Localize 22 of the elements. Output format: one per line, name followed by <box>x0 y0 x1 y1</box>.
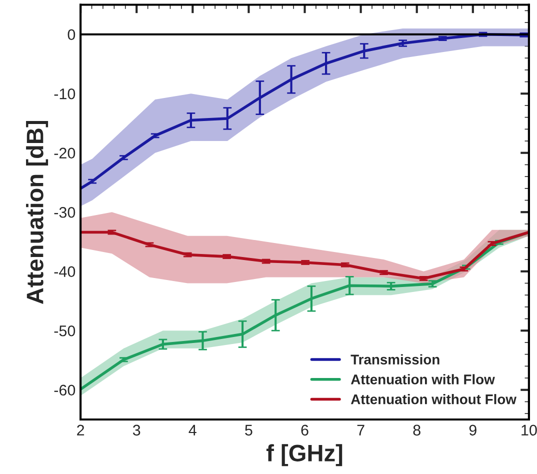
y-tick-label: 0 <box>68 29 76 40</box>
y-axis-title: Attenuation [dB] <box>26 120 48 304</box>
x-tick-label: 10 <box>522 424 537 436</box>
legend-label: Transmission <box>350 354 440 364</box>
x-tick-label: 3 <box>132 424 140 436</box>
x-tick-label: 2 <box>77 424 84 436</box>
legend-label: Attenuation without Flow <box>350 394 516 404</box>
y-tick-label: -60 <box>54 384 76 396</box>
line-series <box>80 230 529 280</box>
x-tick-label: 9 <box>469 424 476 436</box>
y-tick-label: -50 <box>54 325 76 336</box>
legend-label: Attenuation with Flow <box>350 374 495 384</box>
y-tick-label: -40 <box>54 266 76 278</box>
x-tick-label: 7 <box>357 424 364 436</box>
x-axis-title: f [GHz] <box>266 444 342 466</box>
x-tick-label: 4 <box>188 424 196 436</box>
y-tick-label: -10 <box>54 88 76 100</box>
y-tick-label: -20 <box>54 148 76 159</box>
y-tick-label: -30 <box>54 206 76 218</box>
x-tick-label: 8 <box>413 424 420 436</box>
x-tick-label: 6 <box>301 424 308 436</box>
x-tick-label: 5 <box>245 424 252 436</box>
